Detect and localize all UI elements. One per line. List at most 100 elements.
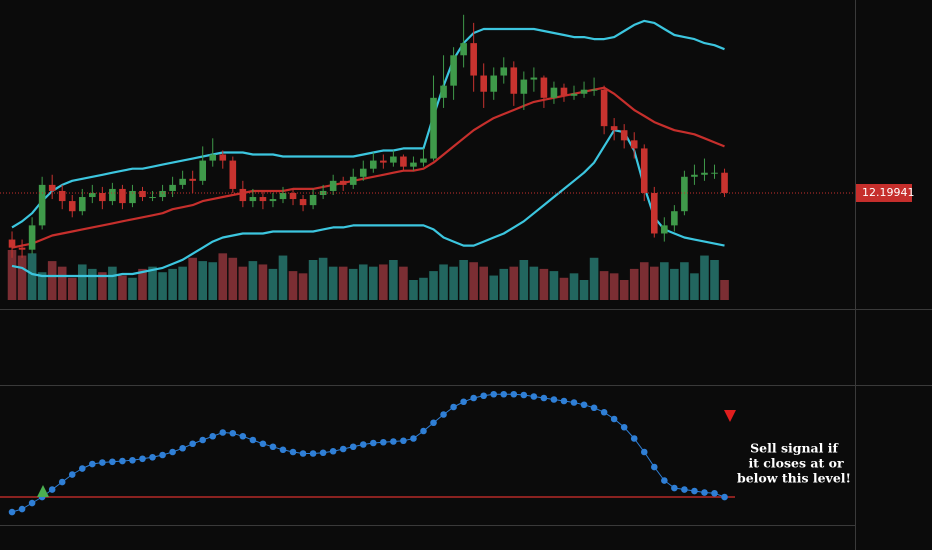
volume-bar <box>660 262 669 300</box>
candle-body <box>671 211 678 226</box>
candle-body <box>18 247 26 250</box>
volume-bar <box>148 266 157 300</box>
volume-bar <box>690 273 699 300</box>
volume-bar <box>7 250 17 300</box>
volume-bar <box>138 268 147 300</box>
candle-body <box>510 67 518 94</box>
volume-bar <box>57 266 67 300</box>
volume-bar <box>429 271 438 300</box>
indicator-point <box>701 489 708 496</box>
candle-body <box>78 197 86 212</box>
candle-body <box>159 190 166 198</box>
indicator-point <box>610 415 618 423</box>
indicator-point <box>630 435 638 442</box>
candle-body <box>58 190 66 202</box>
indicator-point <box>400 437 407 445</box>
indicator-point <box>460 398 467 406</box>
volume-bar <box>98 272 107 300</box>
band-line-middle <box>11 86 725 249</box>
indicator-point <box>309 450 317 457</box>
indicator-point <box>68 471 76 478</box>
volume-bar <box>67 277 77 300</box>
volume-bar <box>228 257 238 300</box>
candle-body <box>139 190 146 198</box>
candle-body <box>119 188 126 204</box>
volume-bar <box>529 266 539 300</box>
volume-bar <box>479 266 488 300</box>
candle-body <box>540 77 548 98</box>
indicator-point <box>149 453 156 461</box>
volume-bar <box>268 268 278 300</box>
indicator-point <box>600 408 608 416</box>
indicator-point <box>89 460 96 468</box>
indicator-point <box>219 429 227 436</box>
candle-body <box>309 195 317 206</box>
volume-bar <box>88 268 97 300</box>
volume-bar <box>338 266 348 300</box>
indicator-point <box>8 508 16 516</box>
indicator-point <box>259 440 267 448</box>
indicator-point <box>319 449 327 457</box>
candle-body <box>550 87 558 98</box>
band-line-upper <box>11 19 725 229</box>
candle-body <box>650 192 658 234</box>
candle-body <box>430 97 437 159</box>
candle-body <box>249 197 257 202</box>
indicator-point <box>490 390 498 398</box>
indicator-point <box>711 489 718 497</box>
candle-body <box>681 176 688 212</box>
indicator-point <box>58 478 66 486</box>
volume-bar <box>680 262 689 300</box>
indicator-point <box>520 391 528 399</box>
candle-body <box>370 160 377 169</box>
volume-bar <box>670 268 679 300</box>
indicator-point <box>299 450 307 457</box>
indicator-point <box>500 390 508 398</box>
last-price-box <box>856 183 912 202</box>
volume-bar <box>509 266 519 300</box>
indicator-point <box>580 401 588 409</box>
candle-body <box>570 93 578 96</box>
candle-body <box>490 75 498 92</box>
indicator-point <box>540 394 548 402</box>
candle-body <box>500 67 508 76</box>
volume-bar <box>419 277 428 300</box>
volume-bar <box>549 271 559 300</box>
candle-body <box>590 89 598 91</box>
indicator-point <box>129 456 136 464</box>
indicator-point <box>269 443 277 451</box>
indicator-point <box>590 404 598 412</box>
volume-bar <box>298 273 308 300</box>
candle-body <box>99 192 106 202</box>
volume-bar <box>108 266 117 300</box>
candle-body <box>520 79 528 94</box>
volume-bar <box>278 255 288 300</box>
volume-bar <box>118 275 127 300</box>
indicator-point <box>179 444 186 452</box>
indicator-point <box>289 448 297 456</box>
candle-body <box>179 178 186 185</box>
volume-bar <box>519 260 529 300</box>
candle-body <box>68 201 76 212</box>
candle-body <box>359 168 367 177</box>
candle-body <box>691 174 698 177</box>
volume-bar <box>358 264 368 300</box>
candle-body <box>470 43 477 76</box>
candle-body <box>279 192 287 200</box>
indicator-point <box>721 493 728 501</box>
candle-body <box>480 75 487 92</box>
annotation-line: Sell signal if <box>750 441 839 456</box>
candle-body <box>169 184 176 191</box>
candle-body <box>109 188 116 202</box>
indicator-point <box>99 459 106 466</box>
candle-body <box>219 154 227 161</box>
indicator-point <box>450 403 457 411</box>
volume-bar <box>469 262 478 300</box>
candle-body <box>460 43 467 56</box>
volume-bar <box>499 268 509 300</box>
candle-body <box>390 156 397 163</box>
indicator-point <box>671 484 678 492</box>
candle-body <box>610 126 618 131</box>
indicator-point <box>470 394 477 402</box>
candle-body <box>339 180 347 185</box>
